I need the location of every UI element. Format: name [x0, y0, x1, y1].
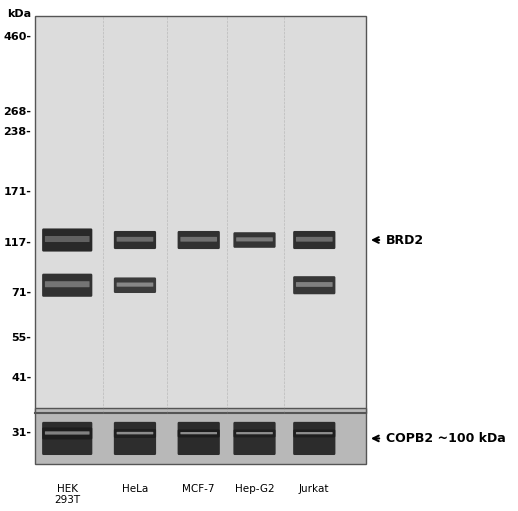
FancyBboxPatch shape [45, 236, 90, 242]
FancyBboxPatch shape [236, 237, 273, 242]
FancyBboxPatch shape [293, 276, 335, 294]
Text: 55-: 55- [11, 333, 32, 343]
Text: MCF-7: MCF-7 [182, 483, 215, 494]
FancyBboxPatch shape [117, 432, 153, 434]
FancyBboxPatch shape [293, 429, 335, 437]
Text: 31-: 31- [11, 428, 32, 438]
FancyBboxPatch shape [234, 429, 276, 437]
Text: Hep-G2: Hep-G2 [235, 483, 275, 494]
FancyBboxPatch shape [180, 237, 217, 242]
FancyBboxPatch shape [42, 274, 92, 297]
FancyBboxPatch shape [42, 422, 92, 455]
FancyBboxPatch shape [178, 231, 220, 249]
Text: 460-: 460- [3, 32, 32, 41]
FancyBboxPatch shape [296, 282, 333, 287]
FancyBboxPatch shape [117, 237, 153, 242]
FancyBboxPatch shape [296, 432, 333, 434]
Text: 268-: 268- [3, 107, 32, 117]
FancyBboxPatch shape [114, 231, 156, 249]
FancyBboxPatch shape [42, 228, 92, 251]
FancyBboxPatch shape [296, 237, 333, 242]
FancyBboxPatch shape [234, 422, 276, 455]
Text: 171-: 171- [4, 188, 32, 197]
Text: COPB2 ~100 kDa: COPB2 ~100 kDa [386, 432, 506, 445]
FancyBboxPatch shape [178, 429, 220, 437]
FancyBboxPatch shape [42, 427, 92, 439]
Text: 117-: 117- [4, 238, 32, 247]
FancyBboxPatch shape [234, 232, 276, 248]
Text: HeLa: HeLa [122, 483, 148, 494]
FancyBboxPatch shape [293, 231, 335, 249]
FancyBboxPatch shape [45, 281, 90, 287]
FancyBboxPatch shape [114, 277, 156, 293]
FancyBboxPatch shape [114, 429, 156, 438]
Text: 238-: 238- [4, 127, 32, 137]
FancyBboxPatch shape [117, 283, 153, 287]
Text: Jurkat: Jurkat [299, 483, 329, 494]
Text: HEK
293T: HEK 293T [54, 483, 80, 505]
FancyBboxPatch shape [35, 16, 366, 413]
FancyBboxPatch shape [293, 422, 335, 455]
Text: BRD2: BRD2 [386, 234, 424, 246]
FancyBboxPatch shape [35, 408, 366, 463]
FancyBboxPatch shape [178, 422, 220, 455]
Text: kDa: kDa [7, 9, 32, 19]
FancyBboxPatch shape [114, 422, 156, 455]
Text: 41-: 41- [11, 373, 32, 383]
FancyBboxPatch shape [45, 431, 90, 434]
FancyBboxPatch shape [236, 432, 273, 434]
Text: 71-: 71- [11, 288, 32, 298]
FancyBboxPatch shape [180, 432, 217, 434]
